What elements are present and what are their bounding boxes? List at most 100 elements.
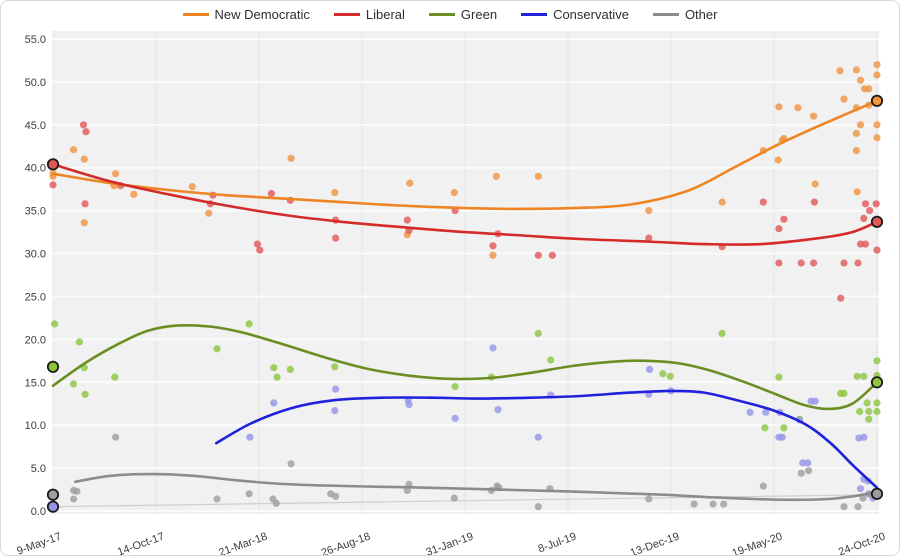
y-axis-tick-label: 50.0 [25,77,46,89]
legend-swatch [521,13,548,16]
y-axis-tick-label: 20.0 [25,334,46,346]
data-point-conservative [860,433,868,441]
trend-line-other [73,472,879,502]
data-point-conservative [270,399,278,407]
data-point-conservative [778,433,786,441]
y-axis-tick-label: 35.0 [25,206,46,218]
data-point-conservative [646,365,654,373]
data-point-other [70,495,78,503]
data-point-new-democratic [492,172,500,180]
data-point-conservative [804,459,812,467]
data-point-green [534,329,542,337]
trend-line-liberal [51,163,879,246]
y-axis-tick-label: 0.0 [31,506,46,518]
legend-label: Conservative [553,7,629,22]
data-point-green [245,320,253,328]
data-point-liberal [645,234,653,242]
data-point-new-democratic [840,95,848,103]
data-point-green [873,399,881,407]
trend-line-conservative [214,389,879,490]
data-point-new-democratic [489,251,497,259]
data-point-new-democratic [130,190,138,198]
data-point-new-democratic [188,183,196,191]
data-point-green [51,320,59,328]
data-point-new-democratic [873,121,881,129]
data-point-new-democratic [873,61,881,69]
data-point-new-democratic [836,67,844,75]
data-point-other [112,433,120,441]
data-point-liberal [267,189,275,198]
y-axis-tick-label: 15.0 [25,377,46,389]
data-point-green [111,373,119,381]
data-point-liberal [854,259,862,267]
data-point-new-democratic [534,172,542,180]
data-point-green [873,407,881,416]
data-point-liberal [775,259,783,267]
chart-legend: New Democratic Liberal Green Conservative Ot… [1,7,899,22]
data-point-liberal [82,128,90,136]
data-point-other [245,490,253,498]
data-point-liberal [810,198,819,206]
y-axis-tick-label: 55.0 [25,34,46,46]
y-axis-tick-label: 40.0 [25,163,46,175]
data-point-green [761,424,769,432]
data-point-liberal [780,215,788,223]
data-point-new-democratic [873,71,881,79]
trend-line-green [51,323,879,411]
data-point-new-democratic [205,209,213,217]
data-point-liberal [861,200,870,208]
data-point-green [659,370,667,378]
data-point-green [873,357,881,365]
data-point-conservative [332,385,340,393]
data-point-other [759,482,767,490]
data-point-new-democratic [853,188,861,196]
legend-item-green[interactable]: Green [428,7,498,22]
data-point-other [720,500,728,508]
legend-label: Green [460,7,498,22]
data-point-conservative [489,344,497,352]
legend-swatch [182,13,209,16]
y-axis-tick-label: 5.0 [31,463,46,475]
data-point-conservative [331,407,339,415]
legend-item-conservative[interactable]: Conservative [521,7,629,22]
data-point-liberal [866,207,874,215]
legend-item-liberal[interactable]: Liberal [333,7,405,22]
data-point-green [865,415,873,423]
data-point-other [534,503,542,511]
data-point-green [286,365,294,373]
data-point-new-democratic [718,198,726,206]
data-point-green [81,390,89,398]
plot-area [53,31,879,514]
legend-swatch [333,13,360,16]
data-point-new-democratic [810,112,818,120]
data-point-green [75,338,83,346]
data-point-new-democratic [331,189,339,197]
data-point-other [797,469,805,477]
data-point-liberal [81,200,89,208]
data-point-liberal [548,251,556,259]
data-point-new-democratic [856,121,865,129]
data-point-new-democratic [865,85,873,93]
election-marker-green [46,360,60,373]
data-point-green [70,380,78,388]
data-point-conservative [811,397,819,405]
data-point-conservative [799,459,807,467]
data-point-new-democratic [406,179,414,187]
x-axis-tick-label: 26-Aug-18 [320,531,372,555]
legend-item-new-democratic[interactable]: New Democratic [182,7,310,22]
data-point-liberal [759,198,767,206]
data-point-green [856,407,864,416]
conservative-baseline-line [52,494,878,508]
data-point-other [854,503,862,511]
legend-swatch [428,13,455,16]
x-axis-tick-label: 24-Oct-20 [837,531,887,555]
election-marker-other [870,487,884,500]
data-point-new-democratic [811,180,819,188]
legend-label: New Democratic [214,7,310,22]
data-point-liberal [256,246,264,254]
x-axis-tick-label: 19-May-20 [731,531,785,555]
data-point-green [853,372,861,380]
data-point-green [840,389,848,397]
legend-item-other[interactable]: Other [652,7,717,22]
